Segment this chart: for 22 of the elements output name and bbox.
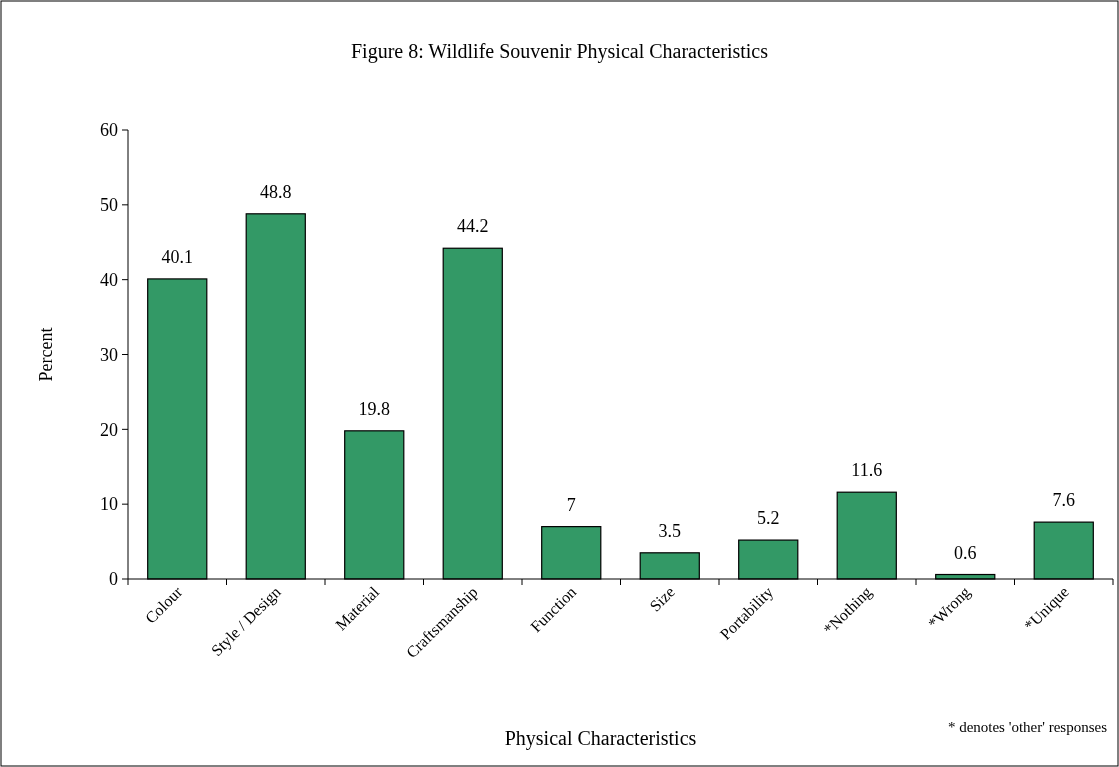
data-label: 7.6 bbox=[1052, 490, 1075, 511]
data-label: 48.8 bbox=[260, 181, 292, 202]
x-tick-label: Size bbox=[646, 583, 678, 615]
y-tick-label: 10 bbox=[100, 494, 118, 515]
y-tick-label: 20 bbox=[100, 419, 118, 440]
data-label: 7 bbox=[566, 494, 576, 515]
data-label: 19.8 bbox=[358, 398, 390, 419]
y-tick-label: 0 bbox=[109, 569, 118, 590]
data-label: 11.6 bbox=[851, 460, 883, 481]
data-label: 40.1 bbox=[161, 246, 193, 267]
data-label: 3.5 bbox=[658, 520, 681, 541]
y-axis-title: Percent bbox=[36, 327, 56, 382]
x-axis-title: Physical Characteristics bbox=[504, 727, 697, 750]
text: * denotes 'other' responses bbox=[947, 719, 1108, 735]
data-label: 44.2 bbox=[457, 216, 489, 237]
data-label: 0.6 bbox=[954, 542, 977, 563]
chart-title: Figure 8: Wildlife Souvenir Physical Characteristics bbox=[350, 40, 769, 63]
y-tick-label: 50 bbox=[100, 195, 118, 216]
y-tick-label: 30 bbox=[100, 344, 118, 365]
y-tick-label: 60 bbox=[100, 120, 118, 141]
data-label: 5.2 bbox=[757, 508, 780, 529]
y-tick-label: 40 bbox=[100, 269, 118, 290]
